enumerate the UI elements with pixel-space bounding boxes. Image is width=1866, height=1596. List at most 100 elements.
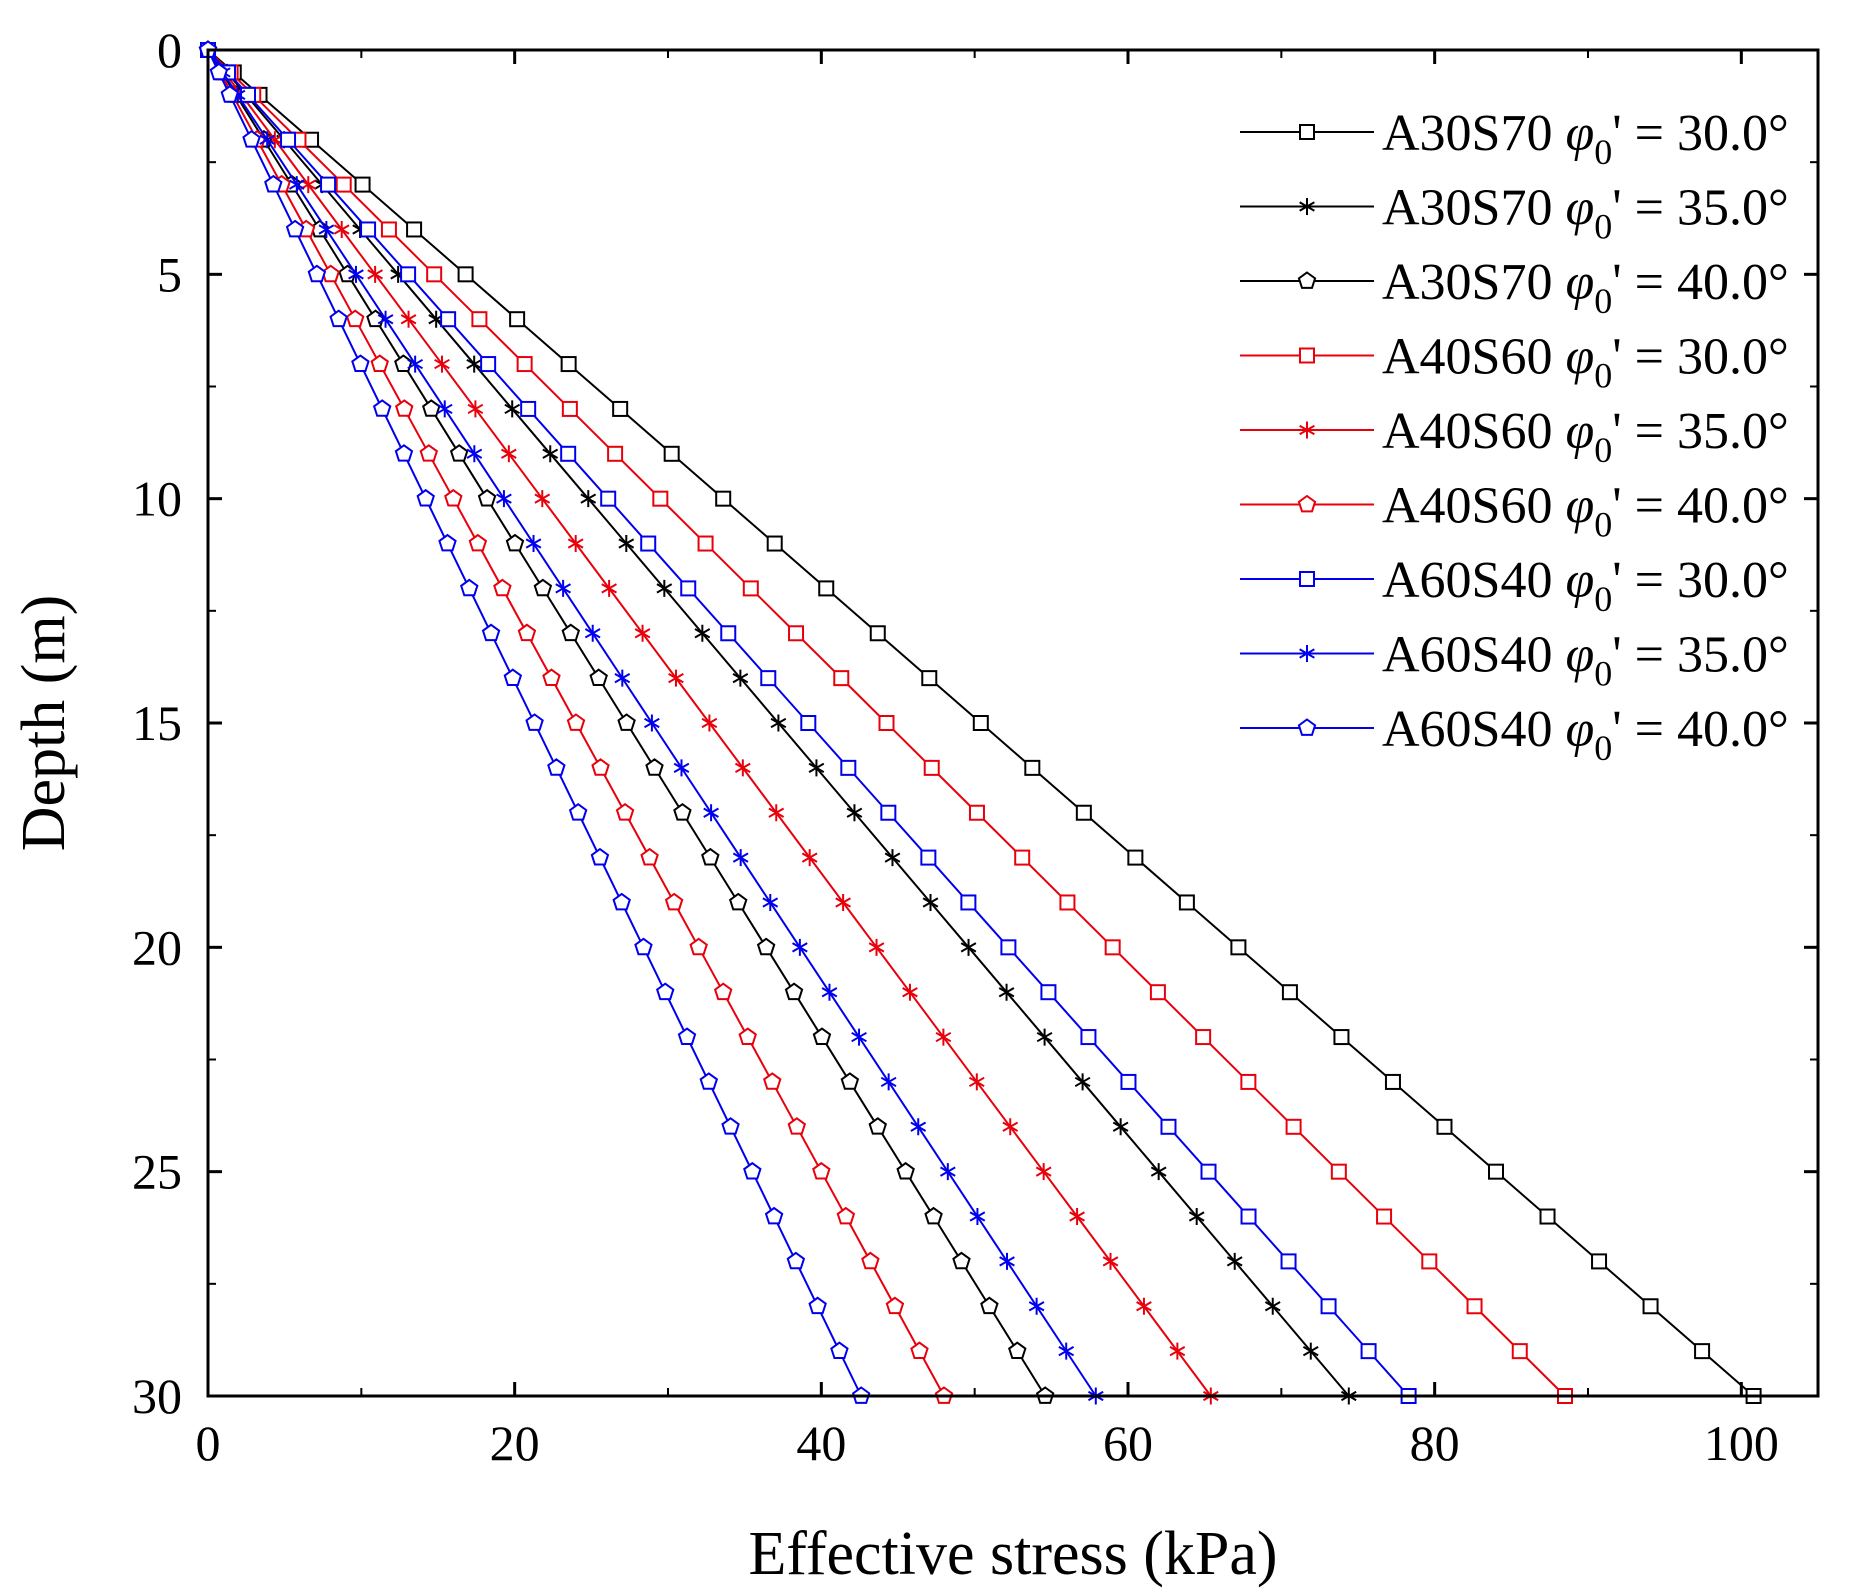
series-a30s70-asterisk: [200, 41, 1357, 1405]
data-point: [1511, 1343, 1528, 1360]
legend-series-name: A60S40: [1382, 627, 1565, 684]
data-point: [407, 355, 424, 373]
data-point: [505, 533, 525, 552]
data-point: [1642, 1298, 1659, 1315]
y-tick-label: 15: [132, 695, 182, 751]
data-point: [584, 624, 601, 642]
data-point: [591, 758, 610, 776]
data-point: [354, 176, 371, 193]
data-point: [634, 937, 653, 956]
data-point: [701, 847, 720, 866]
data-point: [318, 220, 335, 238]
data-point: [846, 804, 863, 822]
data-point: [720, 625, 737, 642]
series-a30s70-pentagon: [198, 40, 1055, 1404]
data-point: [792, 938, 808, 956]
data-point: [493, 578, 512, 597]
data-point: [567, 535, 584, 553]
data-point: [738, 1027, 757, 1045]
data-point: [743, 1161, 762, 1180]
data-point: [434, 355, 450, 373]
data-point: [645, 758, 664, 776]
legend-item: A30S70 φ0' = 40.0°: [1240, 254, 1789, 321]
series-layer: [198, 40, 1762, 1405]
legend-swatch-marker: [1299, 645, 1315, 662]
data-point: [1008, 1341, 1027, 1360]
data-point: [880, 804, 897, 821]
legend-swatch-marker: [1299, 198, 1315, 215]
series-line: [207, 49, 1755, 1397]
data-point: [713, 982, 733, 1001]
data-point: [516, 356, 533, 373]
data-point: [580, 490, 597, 508]
data-point: [525, 535, 542, 553]
data-point: [821, 983, 838, 1001]
data-point: [617, 713, 636, 731]
data-point: [590, 847, 610, 866]
legend-phi-symbol: φ: [1565, 105, 1594, 162]
data-point: [833, 670, 850, 687]
data-point: [240, 86, 257, 103]
data-point: [644, 714, 660, 732]
data-point: [1160, 1118, 1177, 1135]
data-point: [896, 1161, 915, 1180]
data-point: [972, 715, 989, 731]
data-point: [787, 1117, 807, 1135]
legend-label: A30S70 φ0' = 35.0°: [1382, 180, 1789, 247]
legend-phi-subscript: 0: [1594, 281, 1612, 321]
data-point: [1014, 849, 1031, 866]
legend-item: A60S40 φ0' = 35.0°: [1240, 627, 1789, 694]
data-point: [555, 579, 571, 597]
legend-item: A60S40 φ0' = 40.0°: [1240, 701, 1789, 768]
legend-swatch-marker: [1299, 571, 1315, 587]
data-point: [634, 624, 651, 642]
legend-swatch-marker: [1299, 347, 1315, 364]
data-point: [607, 445, 624, 462]
data-point: [1539, 1208, 1556, 1225]
data-point: [320, 176, 337, 193]
data-point: [561, 623, 581, 642]
legend-series-name: A40S60: [1382, 403, 1565, 460]
data-point: [367, 265, 383, 283]
data-point: [808, 759, 825, 777]
legend-item: A40S60 φ0' = 30.0°: [1240, 329, 1789, 396]
data-point: [1230, 939, 1247, 956]
legend-label: A60S40 φ0' = 30.0°: [1382, 552, 1789, 619]
legend-series-name: A60S40: [1382, 552, 1565, 609]
data-point: [333, 220, 350, 238]
data-point: [851, 1028, 867, 1046]
data-point: [768, 804, 785, 822]
legend-phi-subscript: 0: [1594, 356, 1612, 396]
data-point: [689, 937, 708, 956]
data-point: [1074, 1073, 1091, 1091]
legend-item: A60S40 φ0' = 30.0°: [1240, 552, 1789, 619]
data-point: [1075, 804, 1092, 821]
data-point: [1285, 1118, 1302, 1135]
data-point: [656, 579, 673, 597]
data-point: [600, 490, 617, 507]
data-point: [812, 1161, 831, 1180]
legend-phi-value: ' = 35.0°: [1612, 627, 1789, 684]
data-point: [999, 1252, 1015, 1270]
data-point: [285, 219, 305, 238]
data-point: [568, 802, 588, 821]
data-point: [868, 1117, 888, 1135]
data-point: [345, 309, 365, 328]
data-point: [760, 670, 777, 687]
data-point: [836, 1206, 856, 1225]
data-point: [612, 892, 631, 911]
data-point: [480, 356, 497, 373]
x-tick-label: 40: [796, 1415, 846, 1471]
data-point: [763, 1072, 782, 1090]
x-tick-label: 60: [1103, 1415, 1153, 1471]
data-point: [288, 176, 305, 194]
data-point: [1188, 1208, 1205, 1226]
data-point: [264, 174, 283, 193]
series-a60s40-pentagon: [198, 40, 871, 1404]
data-point: [980, 1296, 999, 1315]
data-point: [880, 1073, 897, 1091]
x-axis-title: Effective stress (kPa): [748, 1520, 1277, 1588]
data-point: [1226, 1252, 1243, 1270]
data-point: [1136, 1297, 1152, 1315]
